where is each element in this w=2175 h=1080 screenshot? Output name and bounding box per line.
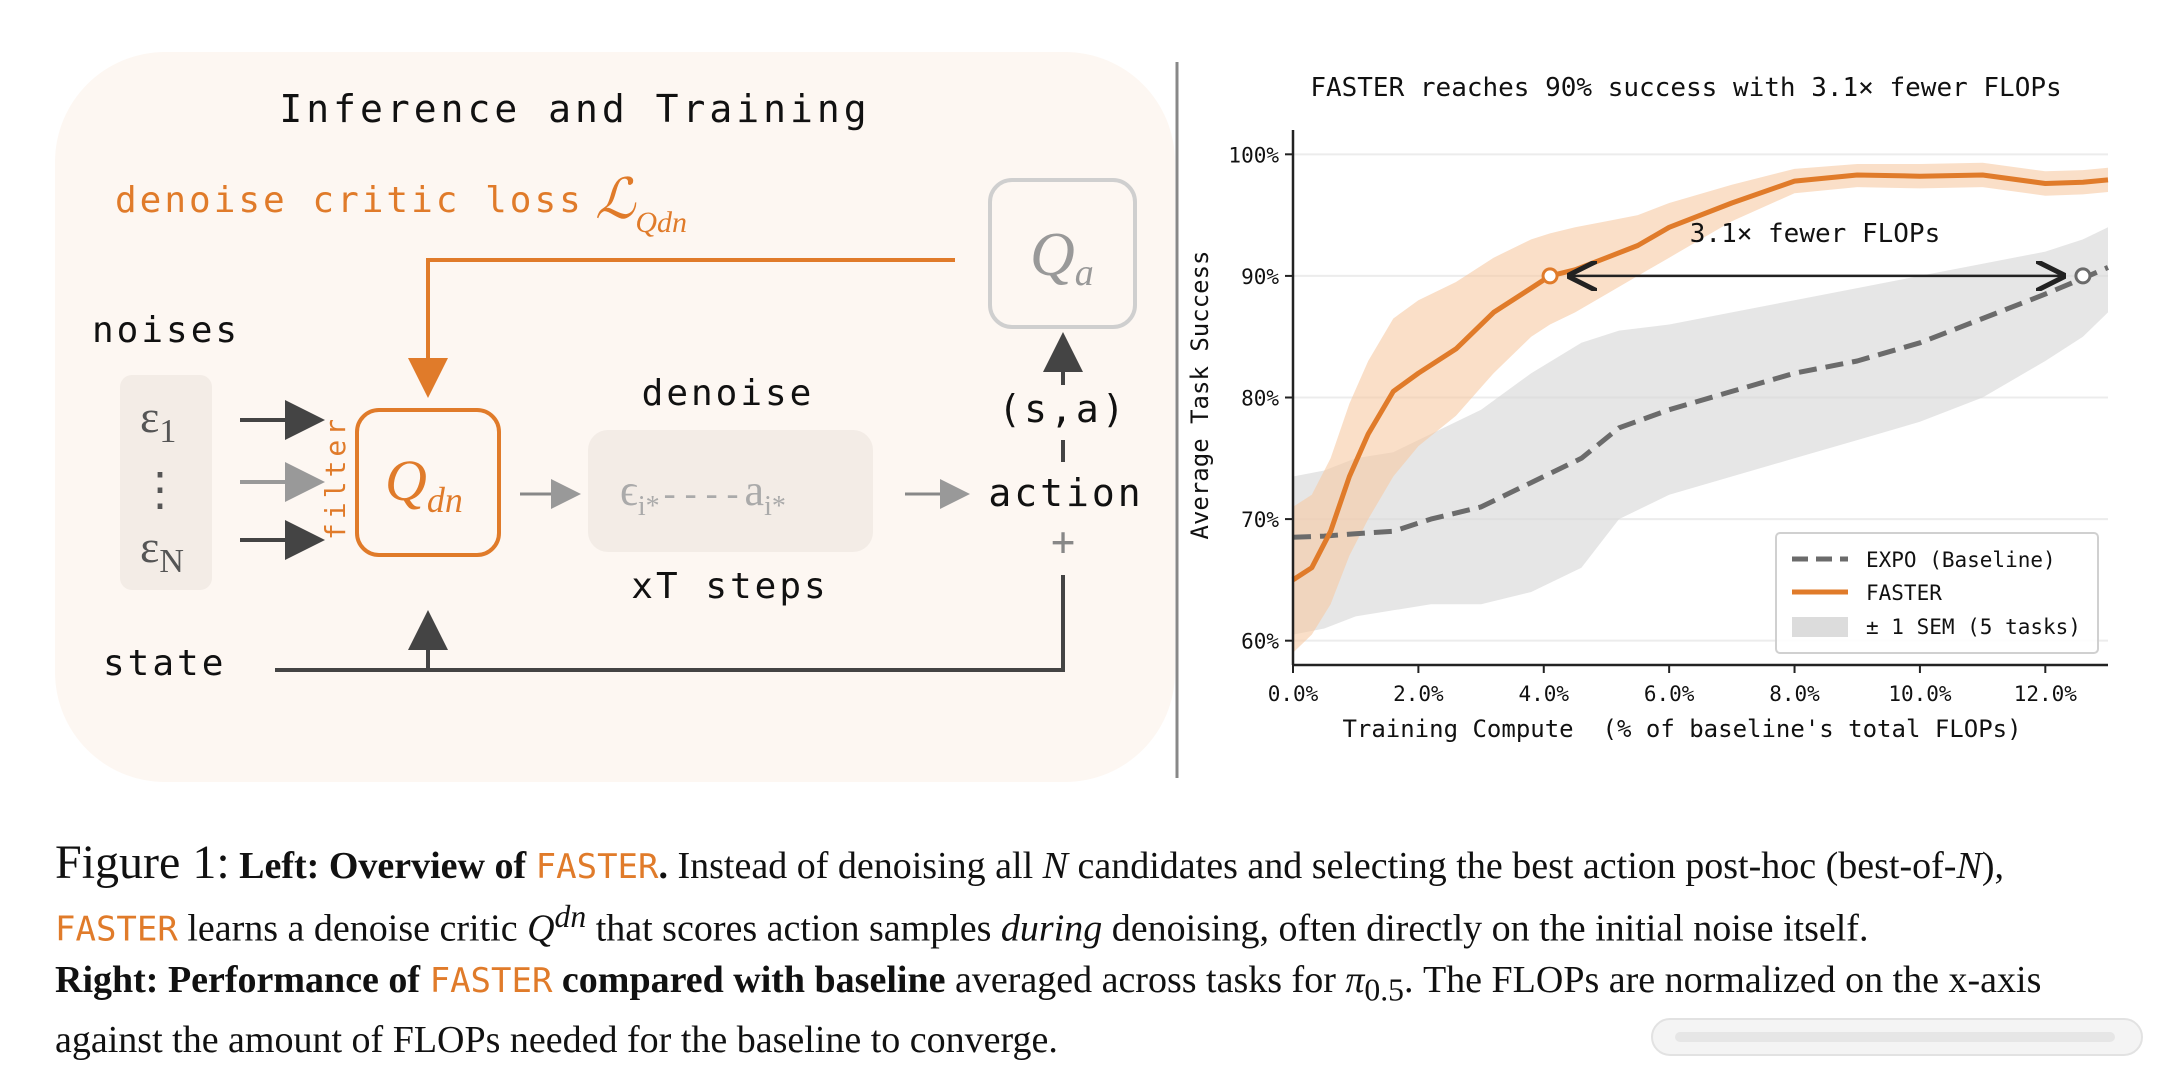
caption-faster-3: FASTER bbox=[429, 960, 553, 1001]
legend-expo-label: EXPO (Baseline) bbox=[1866, 548, 2056, 572]
caption-text-4: learns a denoise critic bbox=[177, 907, 528, 950]
legend-band-label: ± 1 SEM (5 tasks) bbox=[1866, 615, 2081, 639]
qa-symbol: Qa bbox=[1030, 221, 1094, 294]
caption-fig-label: Figure 1: bbox=[55, 836, 230, 889]
chart-annotation: 3.1× fewer FLOPs bbox=[1541, 219, 2092, 285]
vertical-dots: ⋮ bbox=[137, 464, 183, 515]
qdn-box bbox=[355, 408, 501, 557]
x-tick-label: 8.0% bbox=[1769, 682, 1820, 706]
x-tick-label: 6.0% bbox=[1644, 682, 1695, 706]
legend-box bbox=[1775, 532, 2099, 654]
filter-label: filter bbox=[319, 415, 352, 540]
caption-text-6: denoising, often directly on the initial… bbox=[1102, 907, 1869, 950]
caption-right-bold-2: compared with baseline bbox=[561, 958, 946, 1001]
figure: Inference and Training denoise critic lo… bbox=[55, 52, 2109, 782]
sem-band-faster bbox=[1293, 162, 2108, 653]
denoise-chain: ϵi* - - - - ai* bbox=[620, 466, 786, 522]
x-tick-label: 12.0% bbox=[2014, 682, 2078, 706]
chart-axes: 60% 70% 80% 90% 100% 0.0% 2.0% 4.0% 6.0% 8.0% 10.0… bbox=[1228, 130, 2108, 706]
x-tick-label: 2.0% bbox=[1393, 682, 1444, 706]
faster-90-marker bbox=[1541, 267, 1559, 285]
caption-faster-2: FASTER bbox=[55, 909, 178, 950]
caption-pi-sub: 0.5 bbox=[1364, 972, 1404, 1008]
denoise-box bbox=[588, 430, 873, 552]
y-tick-label: 100% bbox=[1228, 143, 1279, 167]
legend: EXPO (Baseline) FASTER ± 1 SEM (5 tasks) bbox=[1775, 532, 2099, 654]
chart-bands bbox=[1293, 162, 2108, 653]
epsilon-1: ε1 bbox=[140, 391, 176, 450]
denoise-label: denoise bbox=[642, 373, 815, 414]
caption-text-7: averaged across tasks for bbox=[945, 958, 1346, 1001]
chart-title: FASTER reaches 90% success with 3.1× few… bbox=[1310, 73, 2061, 103]
caption-faster-1: FASTER bbox=[535, 847, 659, 887]
y-tick-label: 60% bbox=[1241, 630, 1279, 654]
y-tick-label: 90% bbox=[1241, 265, 1279, 289]
expo-90-marker bbox=[2074, 267, 2092, 285]
epsilon-n: εN bbox=[140, 521, 184, 580]
caption-dn: dn bbox=[554, 899, 587, 934]
caption-right-bold: Right: Performance of bbox=[55, 958, 421, 1001]
plus-sign: + bbox=[1051, 519, 1075, 565]
sem-band-expo bbox=[1293, 227, 2108, 635]
state-line bbox=[275, 575, 1065, 672]
critic-feedback-arrow bbox=[408, 258, 955, 398]
x-tick-label: 10.0% bbox=[1888, 682, 1952, 706]
chart: FASTER reaches 90% success with 3.1× few… bbox=[1186, 73, 2109, 743]
caption-pi: π bbox=[1345, 958, 1365, 1001]
caption-n-2: N bbox=[1956, 845, 1982, 887]
caption-text-5: that scores action samples bbox=[586, 907, 1001, 950]
caption-text-8: . The FLOPs are normalized on the x-axis… bbox=[55, 958, 2042, 1062]
scroll-indicator[interactable] bbox=[1650, 1015, 2150, 1060]
noise-box bbox=[120, 375, 212, 590]
action-label: action bbox=[988, 471, 1143, 515]
caption-text-1: Instead of denoising all bbox=[667, 845, 1043, 887]
caption-n-1: N bbox=[1042, 845, 1068, 887]
state-action-label: (s,a) bbox=[998, 387, 1127, 431]
qa-box bbox=[988, 178, 1137, 329]
legend-band-swatch bbox=[1792, 617, 1848, 637]
steps-label: xT steps bbox=[631, 566, 828, 607]
y-axis-label: Average Task Success bbox=[1186, 251, 1214, 540]
caption-text-3: ), bbox=[1981, 845, 2004, 887]
x-tick-label: 0.0% bbox=[1268, 682, 1319, 706]
critic-loss-label: denoise critic loss bbox=[115, 180, 584, 221]
caption-q: Q bbox=[527, 907, 555, 950]
annotation-text: 3.1× fewer FLOPs bbox=[1690, 219, 1940, 249]
noises-label: noises bbox=[92, 310, 240, 351]
caption-text-2: candidates and selecting the best action… bbox=[1067, 845, 1957, 887]
diagram-background bbox=[55, 52, 1175, 782]
diagram-panel: Inference and Training denoise critic lo… bbox=[55, 52, 1175, 782]
x-axis-label: Training Compute (% of baseline's total … bbox=[1342, 715, 2021, 743]
critic-loss-symbol: ℒQdn bbox=[595, 169, 687, 239]
diagram-title: Inference and Training bbox=[279, 87, 870, 131]
x-tick-label: 4.0% bbox=[1518, 682, 1569, 706]
caption-left-bold: Left: Overview of bbox=[239, 845, 527, 887]
y-tick-label: 70% bbox=[1241, 508, 1279, 532]
state-label: state bbox=[103, 643, 226, 684]
series-line-expo bbox=[1292, 265, 2109, 540]
figure-caption: Figure 1: Left: Overview of FASTER. Inst… bbox=[55, 838, 2135, 1065]
y-tick-label: 80% bbox=[1241, 387, 1279, 411]
qdn-symbol: Qdn bbox=[385, 448, 463, 520]
caption-dot: . bbox=[658, 845, 668, 887]
caption-during: during bbox=[1000, 907, 1103, 950]
legend-faster-label: FASTER bbox=[1866, 581, 1942, 605]
